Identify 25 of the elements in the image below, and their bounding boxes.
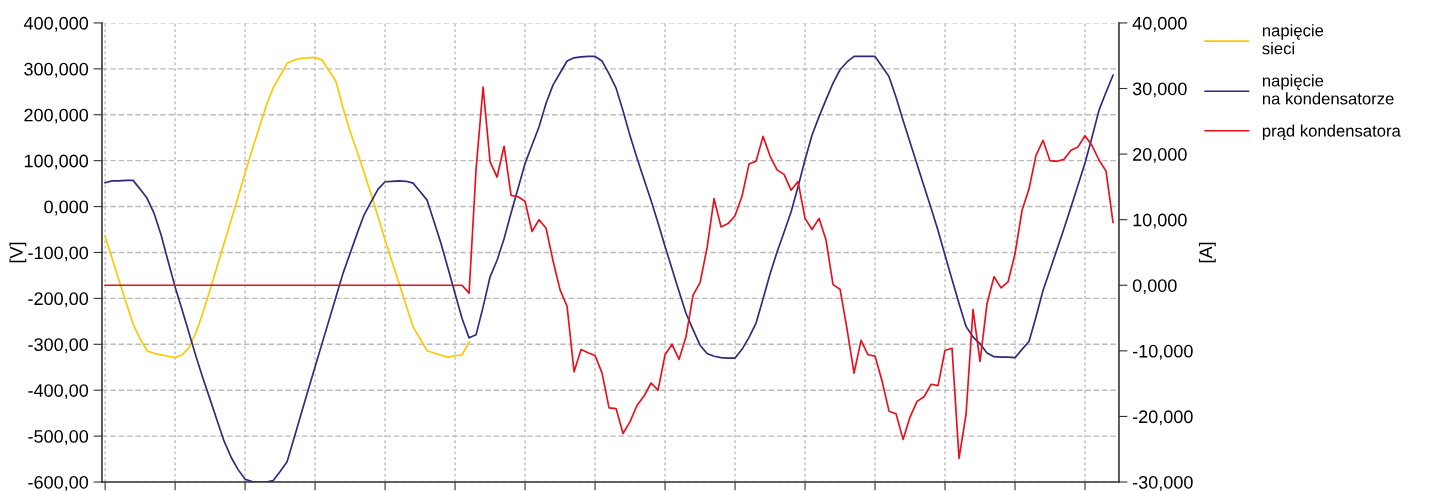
y-tick-label: -600,00 [28, 475, 89, 491]
y-tick-label: -400,00 [28, 384, 89, 400]
y-tick-label: 0,000 [44, 200, 89, 216]
legend-label: napięcie sieci [1262, 24, 1324, 55]
legend-label: prąd kondensatora [1262, 124, 1401, 141]
y-tick-label: 200,000 [24, 108, 89, 124]
line-series [104, 56, 470, 359]
y2-tick-label: 10,000 [1133, 213, 1187, 229]
y2-tick-label: -20,000 [1132, 410, 1193, 426]
y2-tick-label: 30,000 [1132, 82, 1187, 98]
y-tick-label: -500,00 [28, 430, 89, 445]
y2-axis-title: [A] [1198, 242, 1216, 263]
y-tick-label: -300,00 [28, 338, 89, 354]
y-tick-label: -100,00 [28, 246, 89, 262]
y-tick-label: 400,000 [23, 16, 89, 32]
y-tick-label: 300,000 [24, 62, 89, 78]
y2-tick-label: 0,000 [1132, 279, 1177, 295]
y2-tick-label: 40,000 [1132, 16, 1187, 32]
y2-tick-label: 20,000 [1133, 148, 1187, 163]
y-axis-title: [V] [9, 242, 27, 263]
y-tick-label: -200,00 [28, 292, 89, 308]
legend-label: napięcie na kondensatorze [1262, 74, 1394, 105]
y2-tick-label: -10,000 [1132, 344, 1193, 360]
y2-tick-label: -30,000 [1132, 475, 1193, 491]
y-tick-label: 100,000 [24, 154, 89, 170]
